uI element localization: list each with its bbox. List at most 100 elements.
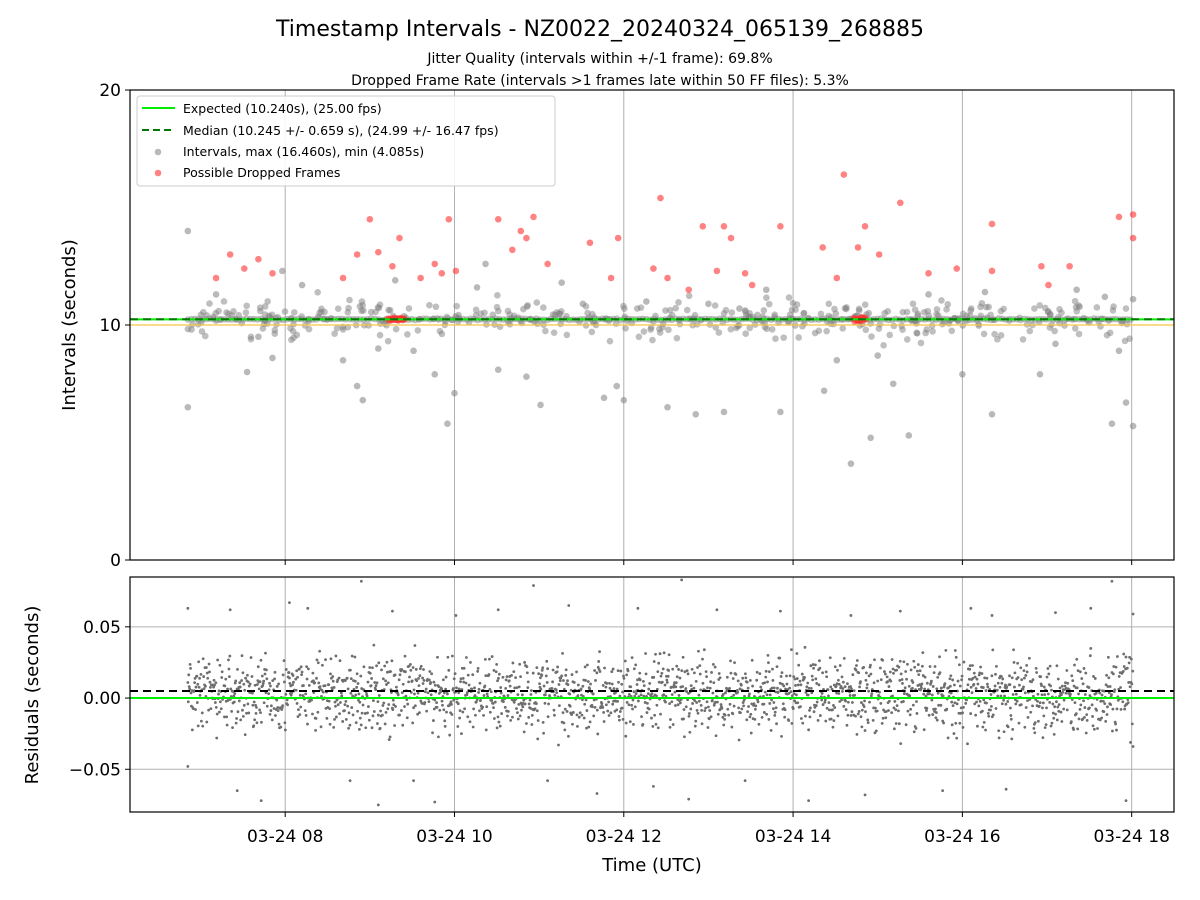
residual-point [792,675,796,679]
residual-point [349,691,353,695]
interval-point [975,322,983,329]
residual-point [857,671,861,675]
residual-point [879,702,883,705]
residual-point [441,703,444,707]
residual-point [230,709,234,713]
residual-point [781,702,785,706]
residual-point [912,730,916,734]
interval-point [917,339,925,347]
residual-point [820,692,824,695]
residual-point [616,699,620,703]
x-tick-label: 03-24 18 [1093,827,1169,847]
residual-point [945,707,949,711]
residual-point [347,711,351,715]
residual-point [343,703,347,707]
residual-point [700,708,704,712]
residual-point [281,704,285,708]
residual-point [1060,684,1064,688]
interval-point [375,345,382,352]
residual-point [283,680,286,684]
residual-point [848,694,852,697]
interval-point [928,322,936,330]
interval-point [914,312,921,319]
residual-point [355,672,359,676]
residual-point [188,663,192,666]
residual-point [321,690,325,694]
residual-point [860,701,863,704]
residual-point [642,694,646,698]
residual-point [1113,688,1117,692]
residual-point [648,682,652,685]
residual-point [1107,676,1111,680]
residual-point [966,742,969,746]
residual-point [242,703,246,707]
residual-point [1022,669,1026,673]
residual-point [553,693,557,697]
residual-point [426,691,430,695]
residual-point [801,721,805,725]
bottom-y-tick-label: 0.05 [83,618,121,638]
residual-point [1010,737,1014,741]
residual-point [816,719,820,722]
residual-point [659,712,662,716]
interval-point [675,299,682,306]
residual-point [911,681,915,684]
residual-point [688,712,691,715]
residual-point [837,692,841,695]
residual-point [403,705,406,708]
residual-point [762,702,766,706]
interval-point [817,310,825,318]
residual-point [255,705,258,709]
residual-point [604,703,608,707]
residual-point [466,715,470,719]
residual-point [1014,702,1018,706]
residual-point [993,684,997,688]
residual-point [265,677,269,681]
residual-point [295,669,299,673]
interval-point [742,330,749,337]
residual-point [971,676,975,680]
interval-point [1031,305,1038,312]
residual-point [585,726,588,730]
residual-point [701,657,704,661]
residual-point [207,708,211,712]
residual-point [565,710,569,713]
dropped-frame-point [375,248,382,256]
residual-point [242,682,246,686]
residual-point [636,606,640,610]
residual-point [706,705,710,709]
interval-point [279,267,286,275]
residual-point [386,681,390,685]
residual-point [976,682,980,686]
residual-point [825,675,829,679]
residual-point [617,715,621,718]
residual-point [1063,684,1067,688]
interval-point [316,309,323,317]
residual-point [213,701,217,704]
residual-point [957,663,961,667]
residual-point [657,661,661,665]
residual-point [950,700,954,704]
residual-point [296,715,300,719]
residual-point [996,694,1000,698]
residual-point [247,711,251,715]
residual-point [226,699,230,702]
residual-point [953,701,957,705]
interval-point [228,312,236,319]
residual-point [981,709,984,713]
residual-point [994,672,997,676]
residual-point [799,717,803,720]
residual-point [393,724,397,727]
residual-point [652,784,655,788]
residual-point [805,685,809,689]
residual-point [709,715,713,719]
residual-point [923,687,927,691]
residual-point [576,694,580,698]
residual-point [442,708,446,712]
residual-point [972,671,976,675]
interval-point [847,460,855,467]
residual-point [588,720,592,724]
residual-point [680,669,684,673]
residual-point [749,731,753,735]
residual-point [661,667,665,671]
